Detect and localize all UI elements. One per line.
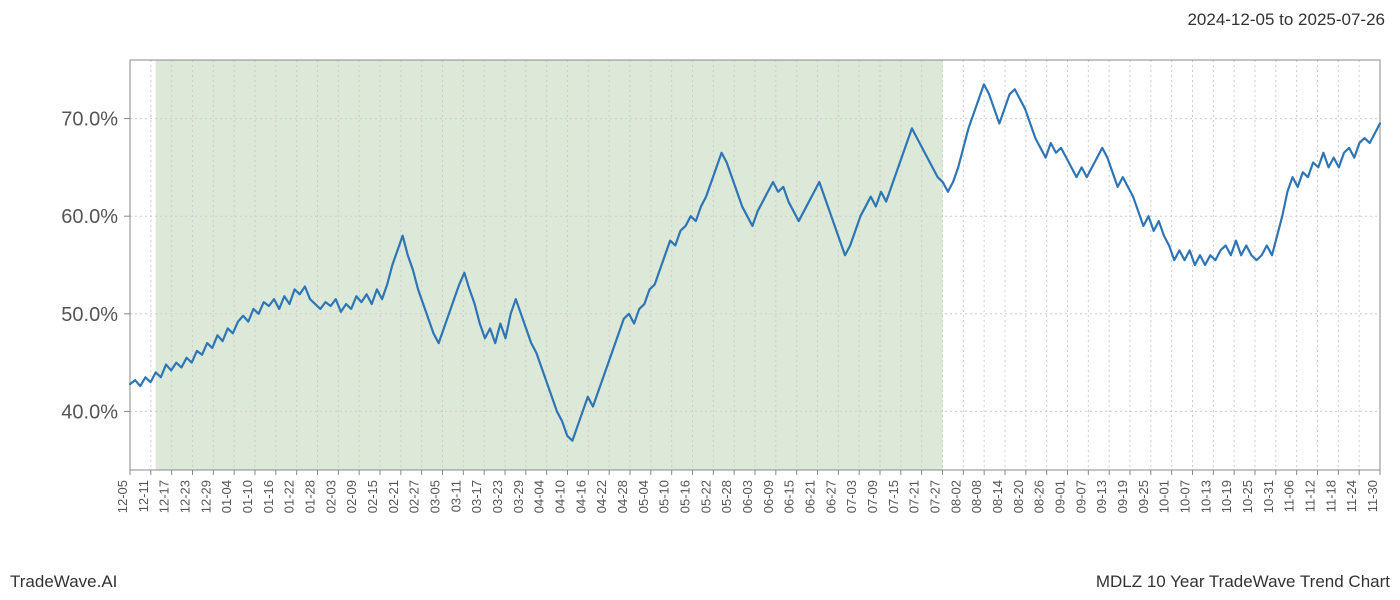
x-tick-label: 10-31: [1261, 480, 1276, 513]
x-tick-label: 03-29: [511, 480, 526, 513]
x-tick-label: 08-14: [990, 480, 1005, 513]
x-tick-label: 01-28: [303, 480, 318, 513]
x-tick-label: 06-15: [782, 480, 797, 513]
date-range-label: 2024-12-05 to 2025-07-26: [1187, 10, 1385, 30]
x-tick-label: 11-06: [1282, 480, 1297, 512]
x-tick-label: 09-01: [1053, 480, 1068, 513]
x-tick-label: 07-15: [886, 480, 901, 513]
y-tick-label: 60.0%: [61, 206, 118, 228]
x-tick-label: 12-23: [178, 480, 193, 513]
x-tick-label: 12-11: [136, 480, 151, 512]
x-tick-label: 11-12: [1303, 480, 1318, 512]
x-tick-label: 03-05: [428, 480, 443, 513]
x-tick-label: 02-21: [386, 480, 401, 513]
x-tick-label: 10-07: [1178, 480, 1193, 513]
x-tick-label: 02-09: [344, 480, 359, 513]
chart-svg: 40.0% 50.0% 60.0% 70.0% 12-05 12-11 12-17 12-23…: [10, 40, 1390, 550]
x-tick-label: 01-16: [261, 480, 276, 513]
x-tick-label: 04-10: [553, 480, 568, 513]
x-tick-label: 04-28: [615, 480, 630, 513]
x-tick-label: 05-10: [657, 480, 672, 513]
x-tick-label: 06-03: [740, 480, 755, 513]
x-tick-label: 12-05: [115, 480, 130, 513]
x-tick-label: 05-16: [678, 480, 693, 513]
x-tick-label: 05-04: [636, 480, 651, 513]
x-tick-label: 05-28: [719, 480, 734, 513]
x-tick-label: 12-17: [157, 480, 172, 513]
x-tick-label: 03-17: [469, 480, 484, 513]
chart-title: MDLZ 10 Year TradeWave Trend Chart: [1096, 572, 1390, 592]
x-tick-label: 02-03: [323, 480, 338, 513]
x-tick-label: 09-19: [1115, 480, 1130, 513]
x-tick-label: 09-25: [1136, 480, 1151, 513]
x-tick-label: 09-07: [1073, 480, 1088, 513]
y-tick-label: 50.0%: [61, 304, 118, 326]
x-tick-label: 08-08: [969, 480, 984, 513]
x-tick-label: 11-18: [1323, 480, 1338, 512]
x-tick-label: 05-22: [698, 480, 713, 513]
x-tick-label: 04-16: [573, 480, 588, 513]
x-tick-label: 12-29: [198, 480, 213, 513]
x-tick-label: 10-25: [1240, 480, 1255, 513]
x-tick-label: 03-11: [448, 480, 463, 512]
x-tick-label: 08-26: [1032, 480, 1047, 513]
x-tick-label: 06-21: [803, 480, 818, 513]
x-tick-label: 08-02: [948, 480, 963, 513]
x-tick-label: 03-23: [490, 480, 505, 513]
x-tick-label: 04-04: [532, 480, 547, 513]
x-tick-label: 10-19: [1219, 480, 1234, 513]
x-tick-label: 04-22: [594, 480, 609, 513]
y-tick-label: 70.0%: [61, 109, 118, 131]
x-tick-label: 08-20: [1011, 480, 1026, 513]
x-tick-label: 01-04: [219, 480, 234, 513]
x-tick-label: 10-13: [1198, 480, 1213, 513]
x-tick-label: 07-09: [865, 480, 880, 513]
x-tick-label: 09-13: [1094, 480, 1109, 513]
trend-chart: 40.0% 50.0% 60.0% 70.0% 12-05 12-11 12-17 12-23…: [10, 40, 1390, 550]
y-tick-label: 40.0%: [61, 401, 118, 423]
x-tick-label: 07-21: [907, 480, 922, 513]
x-tick-label: 02-27: [407, 480, 422, 513]
x-tick-label: 01-10: [240, 480, 255, 513]
x-tick-label: 10-01: [1157, 480, 1172, 513]
x-tick-label: 11-24: [1344, 480, 1359, 512]
x-tick-label: 07-27: [928, 480, 943, 513]
x-tick-label: 06-27: [823, 480, 838, 513]
x-tick-label: 06-09: [761, 480, 776, 513]
x-tick-label: 07-03: [844, 480, 859, 513]
x-tick-label: 02-15: [365, 480, 380, 513]
x-tick-label: 11-30: [1365, 480, 1380, 512]
brand-label: TradeWave.AI: [10, 572, 117, 592]
x-tick-label: 01-22: [282, 480, 297, 513]
